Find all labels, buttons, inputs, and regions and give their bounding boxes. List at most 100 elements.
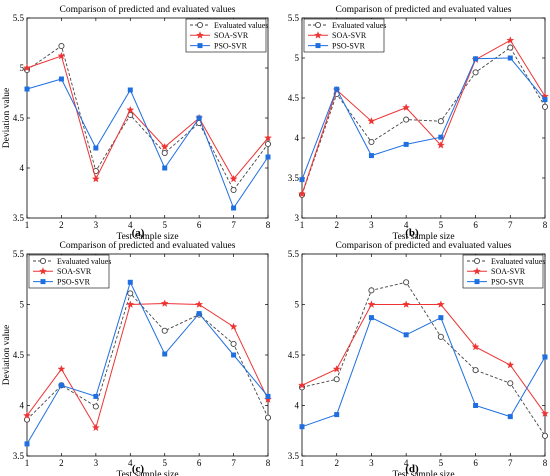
chart-title: Comparison of predicted and evaluated va… xyxy=(336,240,512,251)
legend-entry: Evaluated values xyxy=(491,257,545,266)
y-tick-label: 4 xyxy=(295,401,300,411)
x-axis-label: Test sample size xyxy=(116,470,178,476)
x-tick-label: 7 xyxy=(508,220,513,230)
data-point xyxy=(507,44,514,51)
x-tick-label: 6 xyxy=(197,220,202,230)
data-point xyxy=(229,174,238,183)
data-point xyxy=(230,340,237,347)
x-axis-label: Test sample size xyxy=(392,470,454,476)
data-point xyxy=(507,414,513,420)
data-point xyxy=(127,290,134,297)
data-point xyxy=(196,115,202,121)
legend-entry: Evaluated values xyxy=(332,21,386,30)
data-point xyxy=(332,364,341,373)
series-line-0 xyxy=(301,281,546,437)
data-point xyxy=(264,414,272,421)
data-point xyxy=(231,352,237,358)
data-point xyxy=(368,138,375,146)
data-point xyxy=(58,76,64,82)
data-point xyxy=(367,117,376,125)
legend-entry: Evaluated values xyxy=(57,257,111,266)
y-tick-label: 4 xyxy=(20,401,25,411)
x-tick-label: 5 xyxy=(439,220,444,230)
y-axis-label: Deviation value xyxy=(2,88,12,148)
x-tick-label: 4 xyxy=(128,458,133,468)
x-tick-label: 8 xyxy=(543,220,548,230)
data-point xyxy=(298,381,306,389)
data-point xyxy=(126,105,135,114)
x-tick-label: 2 xyxy=(59,458,64,468)
x-tick-label: 7 xyxy=(508,458,513,468)
data-point xyxy=(437,118,444,125)
data-point xyxy=(57,364,66,373)
series-line-2 xyxy=(301,57,546,180)
x-tick-label: 3 xyxy=(369,220,374,230)
series-line-1 xyxy=(26,302,269,429)
y-tick-label: 5.5 xyxy=(13,249,25,259)
legend-entry: Evaluated values xyxy=(214,21,268,30)
data-point xyxy=(162,165,168,171)
data-point xyxy=(127,279,133,285)
data-point xyxy=(23,411,31,419)
y-tick-label: 5.5 xyxy=(288,249,300,259)
data-point xyxy=(473,56,479,62)
y-tick-label: 3.5 xyxy=(288,173,300,183)
data-point xyxy=(91,174,100,183)
y-tick-label: 5 xyxy=(20,300,25,310)
legend-entry: SOA-SVR xyxy=(332,31,367,40)
x-tick-label: 3 xyxy=(94,458,99,468)
data-point xyxy=(333,376,340,383)
x-tick-label: 4 xyxy=(404,458,409,468)
chart-title: Comparison of predicted and evaluated va… xyxy=(60,4,236,15)
data-point xyxy=(160,142,169,151)
y-tick-label: 4 xyxy=(20,163,25,173)
chart-panel-1: Comparison of predicted and evaluated va… xyxy=(2,4,272,242)
panel-label: (c) xyxy=(132,463,145,475)
y-tick-label: 3.5 xyxy=(288,451,300,461)
x-tick-label: 7 xyxy=(231,458,236,468)
plot-frame xyxy=(301,17,546,219)
x-tick-label: 2 xyxy=(334,458,339,468)
y-tick-label: 3 xyxy=(295,213,300,223)
data-point xyxy=(57,51,66,60)
series-line-0 xyxy=(26,45,269,191)
x-tick-label: 1 xyxy=(300,458,305,468)
y-axis-label: Deviation value xyxy=(2,325,12,385)
x-tick-label: 1 xyxy=(25,220,30,230)
x-axis-label: Test sample size xyxy=(116,232,178,242)
x-tick-label: 1 xyxy=(300,220,305,230)
chart-title: Comparison of predicted and evaluated va… xyxy=(60,240,236,251)
legend-entry: PSO-SVR xyxy=(214,41,248,50)
data-point xyxy=(265,154,271,160)
legend-marker xyxy=(315,43,321,49)
data-point xyxy=(507,55,513,61)
y-tick-label: 4 xyxy=(295,133,300,143)
y-tick-label: 4.5 xyxy=(288,93,300,103)
legend-marker xyxy=(474,279,480,285)
x-tick-label: 5 xyxy=(162,458,167,468)
data-point xyxy=(24,441,30,447)
data-point xyxy=(472,69,479,76)
legend-entry: PSO-SVR xyxy=(491,277,525,286)
data-point xyxy=(127,87,133,93)
data-point xyxy=(299,177,305,183)
legend-marker xyxy=(196,31,204,39)
series-line-1 xyxy=(301,39,546,195)
data-point xyxy=(23,63,31,72)
data-point xyxy=(471,342,480,351)
data-point xyxy=(196,311,202,317)
data-point xyxy=(264,133,272,142)
x-tick-label: 6 xyxy=(473,458,478,468)
legend-marker xyxy=(473,267,481,275)
data-point xyxy=(195,300,204,308)
data-point xyxy=(334,86,340,92)
data-point xyxy=(126,300,135,308)
y-tick-label: 4.5 xyxy=(13,350,25,360)
legend-entry: SOA-SVR xyxy=(491,267,526,276)
y-tick-label: 5 xyxy=(295,300,300,310)
y-tick-label: 3.5 xyxy=(13,213,25,223)
x-tick-label: 3 xyxy=(94,220,99,230)
data-point xyxy=(161,327,168,334)
data-point xyxy=(299,424,305,430)
data-point xyxy=(437,333,444,340)
